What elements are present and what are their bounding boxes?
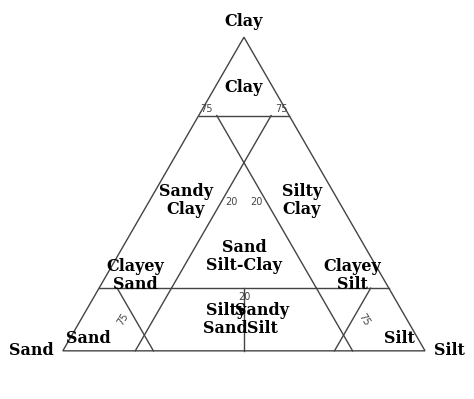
Text: Sand: Sand <box>66 330 110 347</box>
Text: 20: 20 <box>225 197 237 207</box>
Text: 20: 20 <box>251 197 263 207</box>
Text: 75: 75 <box>357 312 372 328</box>
Text: Clay: Clay <box>225 79 263 96</box>
Text: Sand: Sand <box>9 342 54 359</box>
Text: Sandy
Silt: Sandy Silt <box>235 302 289 337</box>
Text: Clay: Clay <box>225 13 263 30</box>
Text: 75: 75 <box>116 312 131 328</box>
Text: Clayey
Sand: Clayey Sand <box>106 258 164 293</box>
Text: Silt: Silt <box>434 342 465 359</box>
Text: Clayey
Silt: Clayey Silt <box>324 258 382 293</box>
Text: Silty
Sand: Silty Sand <box>203 302 248 337</box>
Text: Silt: Silt <box>384 330 415 347</box>
Text: Silty
Clay: Silty Clay <box>282 183 322 218</box>
Text: 20: 20 <box>238 292 250 302</box>
Text: 75: 75 <box>201 104 213 114</box>
Text: Sand
Silt-Clay: Sand Silt-Clay <box>206 239 282 275</box>
Text: Sandy
Clay: Sandy Clay <box>159 183 213 218</box>
Text: 75: 75 <box>275 104 287 114</box>
